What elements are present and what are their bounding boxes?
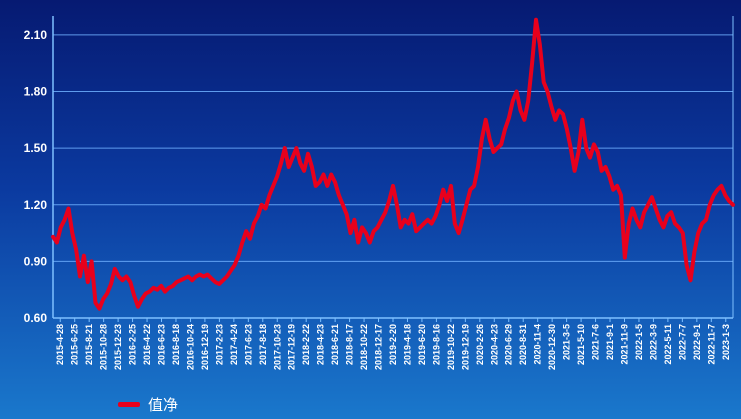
x-tick-label: 2018-10-22 [359, 324, 369, 370]
x-tick-label: 2017-4-24 [229, 324, 239, 365]
x-tick-label: 2015-8-21 [84, 324, 94, 365]
x-tick-label: 2019-12-19 [460, 324, 470, 370]
x-tick-label: 2018-2-22 [301, 324, 311, 365]
x-tick-label: 2016-12-19 [200, 324, 210, 370]
x-tick-label: 2017-10-23 [272, 324, 282, 370]
x-tick-label: 2017-8-18 [258, 324, 268, 365]
x-tick-label: 2017-6-23 [243, 324, 253, 365]
x-tick-label: 2021-5-10 [576, 324, 586, 365]
x-tick-label: 2016-6-23 [157, 324, 167, 365]
x-tick-label: 2016-2-25 [128, 324, 138, 365]
x-tick-label: 2019-2-20 [388, 324, 398, 365]
y-tick-label: 1.50 [24, 141, 48, 155]
series-line [51, 17, 735, 311]
x-tick-label: 2020-6-29 [504, 324, 514, 365]
x-tick-label: 2020-11-4 [533, 324, 543, 365]
legend-swatch [118, 402, 140, 407]
x-tick-label: 2023-1-3 [721, 324, 731, 360]
x-tick-label: 2022-9-1 [692, 324, 702, 360]
x-tick-label: 2022-3-9 [648, 324, 658, 360]
x-tick-label: 2019-8-16 [431, 324, 441, 365]
x-tick-label: 2018-8-17 [345, 324, 355, 365]
x-tick-label: 2022-7-7 [677, 324, 687, 360]
x-tick-label: 2021-3-5 [562, 324, 572, 360]
x-tick-label: 2020-4-23 [489, 324, 499, 365]
x-tick-label: 2020-2-26 [475, 324, 485, 365]
x-tick-label: 2022-11-7 [706, 324, 716, 365]
x-tick-label: 2015-10-28 [99, 324, 109, 370]
legend: 值净 [118, 394, 178, 415]
x-tick-label: 2015-4-28 [55, 324, 65, 365]
x-tick-label: 2018-12-17 [374, 324, 384, 370]
x-tick-label: 2022-1-5 [634, 324, 644, 360]
y-tick-label: 0.60 [24, 311, 48, 325]
x-tick-label: 2020-8-31 [518, 324, 528, 365]
x-tick-label: 2016-8-18 [171, 324, 181, 365]
y-tick-label: 0.90 [24, 254, 48, 268]
x-tick-label: 2015-6-25 [70, 324, 80, 365]
y-tick-label: 1.80 [24, 85, 48, 99]
x-tick-label: 2016-4-22 [142, 324, 152, 365]
x-tick-label: 2018-4-23 [316, 324, 326, 365]
x-tick-label: 2021-7-6 [591, 324, 601, 360]
x-tick-label: 2016-10-24 [185, 324, 195, 370]
x-tick-label: 2017-2-23 [214, 324, 224, 365]
x-tick-label: 2017-12-19 [287, 324, 297, 370]
x-tick-label: 2015-12-23 [113, 324, 123, 370]
x-tick-label: 2020-12-30 [547, 324, 557, 370]
x-tick-label: 2019-6-20 [417, 324, 427, 365]
y-tick-label: 1.20 [24, 198, 48, 212]
x-tick-label: 2019-10-22 [446, 324, 456, 370]
x-tick-label: 2019-4-18 [402, 324, 412, 365]
x-tick-label: 2021-9-1 [605, 324, 615, 360]
x-tick-label: 2022-5-11 [663, 324, 673, 365]
x-tick-label: 2018-6-21 [330, 324, 340, 365]
legend-label: 值净 [148, 396, 179, 414]
y-tick-label: 2.10 [24, 28, 48, 42]
x-tick-label: 2021-11-9 [619, 324, 629, 365]
